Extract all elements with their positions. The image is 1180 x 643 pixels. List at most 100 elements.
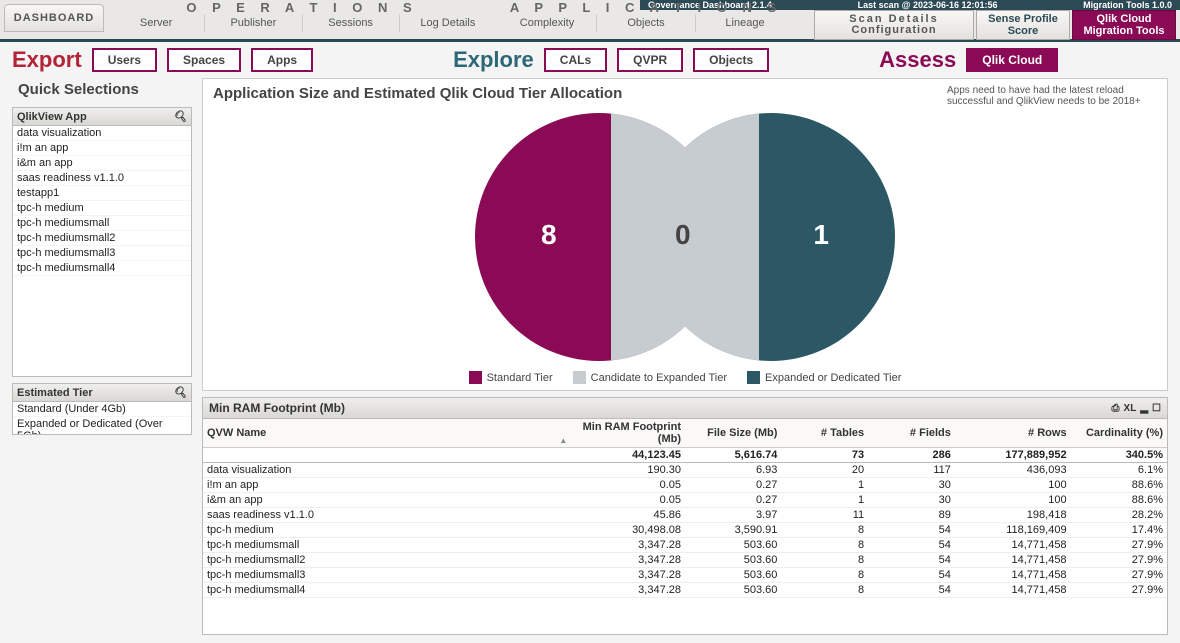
ram-footprint-table: QVW Name▲ Min RAM Footprint (Mb) File Si… — [203, 419, 1167, 598]
nav-sessions[interactable]: Sessions — [302, 14, 399, 32]
col-rows[interactable]: # Rows — [955, 419, 1071, 448]
listbox-app-header: QlikView App 🔍︎ — [13, 108, 191, 126]
col-qvw-name[interactable]: QVW Name▲ — [203, 419, 569, 448]
list-item[interactable]: i&m an app — [13, 156, 191, 171]
list-item[interactable]: testapp1 — [13, 186, 191, 201]
table-cell: tpc-h mediumsmall3 — [203, 568, 569, 583]
table-cell: 3.97 — [685, 508, 781, 523]
export-apps-button[interactable]: Apps — [251, 48, 313, 72]
scan-line2: Configuration — [851, 25, 936, 36]
table-cell: 503.60 — [685, 553, 781, 568]
xl-icon[interactable]: XL — [1124, 403, 1137, 414]
export-spaces-button[interactable]: Spaces — [167, 48, 241, 72]
table-cell: 286 — [868, 448, 955, 463]
table-row[interactable]: tpc-h medium30,498.083,590.91854118,169,… — [203, 523, 1167, 538]
table-cell: 8 — [781, 568, 868, 583]
assess-title: Assess — [879, 47, 956, 73]
table-row[interactable]: data visualization190.306.9320117436,093… — [203, 463, 1167, 478]
qlik-cloud-migration-button[interactable]: Qlik Cloud Migration Tools — [1072, 10, 1176, 40]
table-cell: 503.60 — [685, 583, 781, 598]
search-icon[interactable]: 🔍︎ — [173, 386, 187, 399]
table-cell: 17.4% — [1071, 523, 1167, 538]
table-cell: 0.05 — [569, 493, 685, 508]
table-row[interactable]: saas readiness v1.1.045.863.971189198,41… — [203, 508, 1167, 523]
sense-profile-button[interactable]: Sense Profile Score — [976, 10, 1070, 40]
operations-label: O P E R A T I O N S — [108, 2, 496, 14]
table-cell: saas readiness v1.1.0 — [203, 508, 569, 523]
table-cell: 118,169,409 — [955, 523, 1071, 538]
table-cell: i&m an app — [203, 493, 569, 508]
list-item[interactable]: tpc-h mediumsmall4 — [13, 261, 191, 276]
table-cell: 198,418 — [955, 508, 1071, 523]
scan-details-button[interactable]: Scan Details Configuration — [814, 10, 974, 40]
table-cell: 54 — [868, 583, 955, 598]
list-item[interactable]: Expanded or Dedicated (Over 5Gb) — [13, 417, 191, 434]
col-file-size[interactable]: File Size (Mb) — [685, 419, 781, 448]
table-cell: 27.9% — [1071, 583, 1167, 598]
list-item[interactable]: tpc-h mediumsmall2 — [13, 231, 191, 246]
table-cell: tpc-h medium — [203, 523, 569, 538]
table-cell: 3,347.28 — [569, 583, 685, 598]
table-cell: 3,590.91 — [685, 523, 781, 538]
table-cell: 11 — [781, 508, 868, 523]
table-cell: 54 — [868, 538, 955, 553]
list-item[interactable]: i!m an app — [13, 141, 191, 156]
table-cell — [203, 448, 569, 463]
table-row[interactable]: tpc-h mediumsmall43,347.28503.6085414,77… — [203, 583, 1167, 598]
table-row[interactable]: tpc-h mediumsmall23,347.28503.6085414,77… — [203, 553, 1167, 568]
list-item[interactable]: Standard (Under 4Gb) — [13, 402, 191, 417]
sidebar: Quick Selections QlikView App 🔍︎ data vi… — [12, 78, 192, 635]
explore-objects-button[interactable]: Objects — [693, 48, 769, 72]
table-cell: 54 — [868, 523, 955, 538]
chart-title: Application Size and Estimated Qlik Clou… — [213, 85, 622, 102]
listbox-app-body[interactable]: data visualizationi!m an appi&m an appsa… — [13, 126, 191, 376]
list-item[interactable]: saas readiness v1.1.0 — [13, 171, 191, 186]
table-cell: 89 — [868, 508, 955, 523]
col-cardinality[interactable]: Cardinality (%) — [1071, 419, 1167, 448]
export-users-button[interactable]: Users — [92, 48, 157, 72]
table-cell: 73 — [781, 448, 868, 463]
table-cell: 0.05 — [569, 478, 685, 493]
table-cell: 14,771,458 — [955, 583, 1071, 598]
table-cell: 30,498.08 — [569, 523, 685, 538]
send-to-excel-icon[interactable]: ⎙ — [1112, 403, 1120, 414]
nav-publisher[interactable]: Publisher — [204, 14, 301, 32]
explore-qvpr-button[interactable]: QVPR — [617, 48, 683, 72]
list-item[interactable]: tpc-h mediumsmall — [13, 216, 191, 231]
nav-server[interactable]: Server — [108, 14, 204, 32]
assess-qlikcloud-button[interactable]: Qlik Cloud — [966, 48, 1058, 72]
table-header-row: QVW Name▲ Min RAM Footprint (Mb) File Si… — [203, 419, 1167, 448]
table-cell: i!m an app — [203, 478, 569, 493]
table-cell: 44,123.45 — [569, 448, 685, 463]
applications-label: A P P L I C A T I O N S — [498, 2, 794, 14]
search-icon[interactable]: 🔍︎ — [173, 110, 187, 123]
explore-cals-button[interactable]: CALs — [544, 48, 607, 72]
listbox-tier-body[interactable]: Standard (Under 4Gb)Expanded or Dedicate… — [13, 402, 191, 434]
maximize-icon[interactable]: ☐ — [1152, 403, 1161, 414]
table-row[interactable]: tpc-h mediumsmall3,347.28503.6085414,771… — [203, 538, 1167, 553]
table-row[interactable]: tpc-h mediumsmall33,347.28503.6085414,77… — [203, 568, 1167, 583]
minimize-icon[interactable]: ▂ — [1140, 403, 1148, 414]
table-cell: 6.1% — [1071, 463, 1167, 478]
col-fields[interactable]: # Fields — [868, 419, 955, 448]
col-tables[interactable]: # Tables — [781, 419, 868, 448]
dashboard-tab[interactable]: DASHBOARD — [4, 4, 104, 32]
table-total-row: 44,123.455,616.7473286177,889,952340.5% — [203, 448, 1167, 463]
nav-complexity[interactable]: Complexity — [498, 14, 596, 32]
nav-lineage[interactable]: Lineage — [695, 14, 794, 32]
listbox-app-label: QlikView App — [17, 111, 87, 123]
list-item[interactable]: tpc-h mediumsmall3 — [13, 246, 191, 261]
nav-objects[interactable]: Objects — [596, 14, 695, 32]
table-cell: 14,771,458 — [955, 568, 1071, 583]
table-cell: 27.9% — [1071, 553, 1167, 568]
nav-logdetails[interactable]: Log Details — [399, 14, 496, 32]
list-item[interactable]: tpc-h medium — [13, 201, 191, 216]
table-row[interactable]: i&m an app0.050.2713010088.6% — [203, 493, 1167, 508]
list-item[interactable]: data visualization — [13, 126, 191, 141]
col-min-ram[interactable]: Min RAM Footprint (Mb) — [569, 419, 685, 448]
top-bar: Governance Dashboard 2.1.4 Last scan @ 2… — [0, 0, 1180, 42]
quick-selections-title: Quick Selections — [12, 78, 192, 101]
table-row[interactable]: i!m an app0.050.2713010088.6% — [203, 478, 1167, 493]
nav-group-operations: O P E R A T I O N S Server Publisher Ses… — [108, 2, 496, 32]
table-cell: 30 — [868, 493, 955, 508]
